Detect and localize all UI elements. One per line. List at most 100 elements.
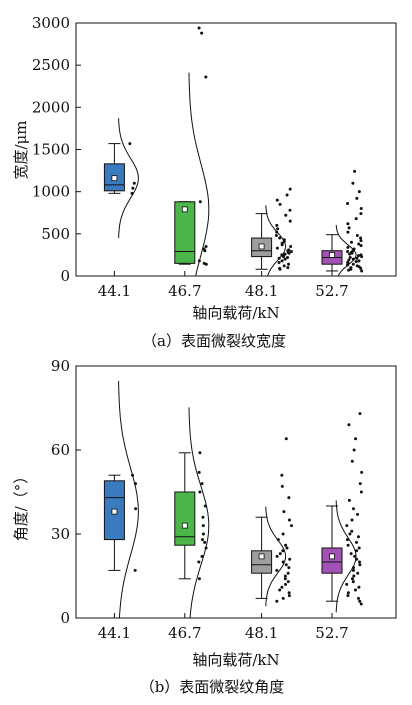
y-axis-label-a: 宽度/μm (12, 120, 30, 179)
y-tick-label: 2000 (32, 98, 70, 116)
data-point (353, 169, 357, 173)
data-point (203, 249, 207, 253)
data-point (356, 535, 360, 539)
box (174, 491, 196, 546)
x-tick-label: 44.1 (98, 282, 131, 300)
x-tick-label: 46.7 (168, 282, 201, 300)
data-point (357, 560, 361, 564)
data-point (357, 242, 361, 246)
data-point (282, 510, 286, 514)
data-point (131, 186, 135, 190)
data-point (348, 532, 352, 536)
data-point (287, 496, 291, 500)
data-point (286, 571, 290, 575)
data-point (354, 437, 358, 441)
data-point (280, 484, 284, 488)
data-point (283, 577, 287, 581)
data-point (351, 580, 355, 584)
data-point (345, 524, 349, 528)
data-point (346, 245, 350, 249)
mean-marker (181, 206, 188, 213)
data-point (359, 239, 363, 243)
data-point (274, 234, 278, 238)
data-point (358, 412, 362, 416)
caption-b: （b）表面微裂纹角度 (140, 678, 285, 696)
data-point (286, 580, 290, 584)
data-point (275, 599, 279, 603)
data-point (283, 574, 287, 578)
data-point (350, 251, 354, 255)
data-point (200, 482, 204, 486)
data-point (352, 574, 356, 578)
data-point (287, 566, 291, 570)
data-point (280, 585, 284, 589)
data-point (354, 217, 358, 221)
data-point (276, 227, 280, 231)
data-point (278, 552, 282, 556)
data-point (356, 512, 360, 516)
data-point (201, 515, 205, 519)
data-point (358, 482, 362, 486)
data-point (281, 255, 285, 259)
data-point (357, 190, 361, 194)
data-point (355, 196, 359, 200)
data-point (360, 255, 364, 259)
x-tick-label: 48.1 (245, 282, 278, 300)
data-point (204, 244, 208, 248)
data-point (360, 470, 364, 474)
caption-a: （a）表面微裂纹宽度 (142, 332, 286, 350)
box (251, 550, 273, 574)
data-point (284, 563, 288, 567)
y-tick-label: 90 (51, 357, 70, 375)
data-point (288, 219, 292, 223)
y-tick-label: 2500 (32, 56, 70, 74)
data-point (347, 423, 351, 427)
data-point (197, 470, 201, 474)
mean-marker (258, 243, 265, 250)
data-point (346, 230, 350, 234)
data-point (346, 222, 350, 226)
data-point (287, 591, 291, 595)
plot-frame-a (75, 22, 397, 277)
box (321, 547, 343, 574)
data-point (280, 243, 284, 247)
panel-a: 宽度/μm 轴向载荷/kN （a）表面微裂纹宽度 0 500 1000 1500 200… (12, 14, 397, 350)
data-point (275, 246, 279, 250)
data-point (203, 540, 207, 544)
data-point (287, 594, 291, 598)
data-point (349, 552, 353, 556)
distribution-curve (335, 224, 357, 277)
data-point (198, 200, 202, 204)
data-point (278, 236, 282, 240)
data-point (284, 437, 288, 441)
data-point (356, 571, 360, 575)
data-point (353, 554, 357, 558)
data-point (357, 585, 361, 589)
box (174, 201, 196, 264)
x-axis-label-b: 轴向载荷/kN (192, 651, 279, 669)
distribution-curve (188, 407, 210, 619)
x-tick-label: 48.1 (245, 624, 278, 642)
data-point (197, 560, 201, 564)
y-tick-label: 1000 (32, 183, 70, 201)
data-point (352, 448, 356, 452)
data-point (284, 213, 288, 217)
x-tick-label: 44.1 (98, 624, 131, 642)
data-point (133, 568, 137, 572)
data-point (354, 260, 358, 264)
data-point (285, 193, 289, 197)
plot-frame-b (75, 365, 397, 619)
x-tick-label: 52.7 (315, 624, 348, 642)
data-point (356, 254, 360, 258)
data-point (275, 223, 279, 227)
y-tick-label: 60 (51, 441, 70, 459)
data-point (288, 187, 292, 191)
data-point (134, 507, 138, 511)
data-point (355, 256, 359, 260)
data-point (359, 212, 363, 216)
data-point (353, 588, 357, 592)
distribution-curve (265, 205, 287, 277)
y-tick-label: 3000 (32, 14, 70, 32)
data-point (357, 259, 361, 263)
